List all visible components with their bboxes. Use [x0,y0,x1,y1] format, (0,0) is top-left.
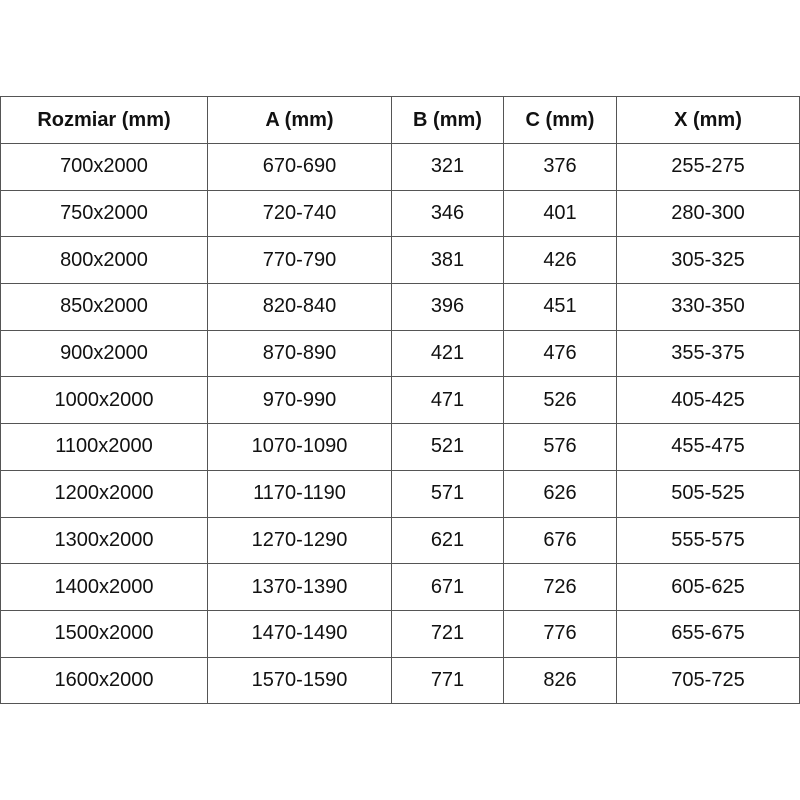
table-cell: 671 [391,563,504,611]
table-cell: 670-690 [207,143,392,191]
table-cell: 900x2000 [0,329,208,378]
table-cell: 471 [391,376,504,425]
table-row: 1400x2000 1370-1390 671 726 605-625 [0,563,800,611]
table-cell: 526 [503,376,617,425]
table-cell: 605-625 [616,563,800,611]
table-cell: 455-475 [616,423,800,471]
table-cell: 655-675 [616,609,800,658]
table-cell: 970-990 [207,376,392,425]
table-cell: 1070-1090 [207,423,392,471]
table-cell: 255-275 [616,143,800,191]
table-cell: 421 [391,329,504,378]
table-cell: 571 [391,469,504,518]
table-cell: 576 [503,423,617,471]
table-cell: 401 [503,189,617,238]
table-cell: 381 [391,236,504,285]
column-header: B (mm) [391,96,504,144]
table-row: 1100x2000 1070-1090 521 576 455-475 [0,423,800,471]
column-header: Rozmiar (mm) [0,96,208,144]
table-cell: 355-375 [616,329,800,378]
table-cell: 870-890 [207,329,392,378]
table-cell: 705-725 [616,656,800,705]
table-cell: 330-350 [616,283,800,331]
table-cell: 521 [391,423,504,471]
table-cell: 700x2000 [0,143,208,191]
table-cell: 305-325 [616,236,800,285]
table-cell: 750x2000 [0,189,208,238]
column-header: X (mm) [616,96,800,144]
table-cell: 451 [503,283,617,331]
table-cell: 396 [391,283,504,331]
table-cell: 1300x2000 [0,516,208,565]
table-cell: 800x2000 [0,236,208,285]
table-cell: 721 [391,609,504,658]
table-cell: 1500x2000 [0,609,208,658]
table-row: 750x2000 720-740 346 401 280-300 [0,189,800,238]
table-cell: 720-740 [207,189,392,238]
table-row: 700x2000 670-690 321 376 255-275 [0,143,800,191]
table-row: 1000x2000 970-990 471 526 405-425 [0,376,800,425]
table-row: 850x2000 820-840 396 451 330-350 [0,283,800,331]
table-cell: 476 [503,329,617,378]
table-cell: 1470-1490 [207,609,392,658]
table-cell: 1570-1590 [207,656,392,705]
table-cell: 426 [503,236,617,285]
table-row: 1300x2000 1270-1290 621 676 555-575 [0,516,800,565]
table-cell: 280-300 [616,189,800,238]
table-cell: 820-840 [207,283,392,331]
dimensions-table: Rozmiar (mm) A (mm) B (mm) C (mm) X (mm) 700… [0,96,800,705]
table-cell: 376 [503,143,617,191]
table-cell: 776 [503,609,617,658]
header-row: Rozmiar (mm) A (mm) B (mm) C (mm) X (mm) [0,96,800,144]
column-header: C (mm) [503,96,617,144]
column-header: A (mm) [207,96,392,144]
table-row: 1200x2000 1170-1190 571 626 505-525 [0,469,800,518]
table-cell: 621 [391,516,504,565]
table-cell: 1270-1290 [207,516,392,565]
table-row: 900x2000 870-890 421 476 355-375 [0,329,800,378]
table-cell: 1100x2000 [0,423,208,471]
table-cell: 771 [391,656,504,705]
table-cell: 505-525 [616,469,800,518]
table-cell: 1600x2000 [0,656,208,705]
table-cell: 1200x2000 [0,469,208,518]
table-cell: 1000x2000 [0,376,208,425]
table-cell: 1400x2000 [0,563,208,611]
table-cell: 346 [391,189,504,238]
table-cell: 626 [503,469,617,518]
table-cell: 1170-1190 [207,469,392,518]
table-cell: 826 [503,656,617,705]
table-cell: 555-575 [616,516,800,565]
table-cell: 321 [391,143,504,191]
table-row: 1600x2000 1570-1590 771 826 705-725 [0,656,800,705]
table-cell: 726 [503,563,617,611]
table-cell: 850x2000 [0,283,208,331]
table-cell: 770-790 [207,236,392,285]
table-cell: 1370-1390 [207,563,392,611]
table-cell: 676 [503,516,617,565]
table-row: 800x2000 770-790 381 426 305-325 [0,236,800,285]
table-cell: 405-425 [616,376,800,425]
table-row: 1500x2000 1470-1490 721 776 655-675 [0,609,800,658]
